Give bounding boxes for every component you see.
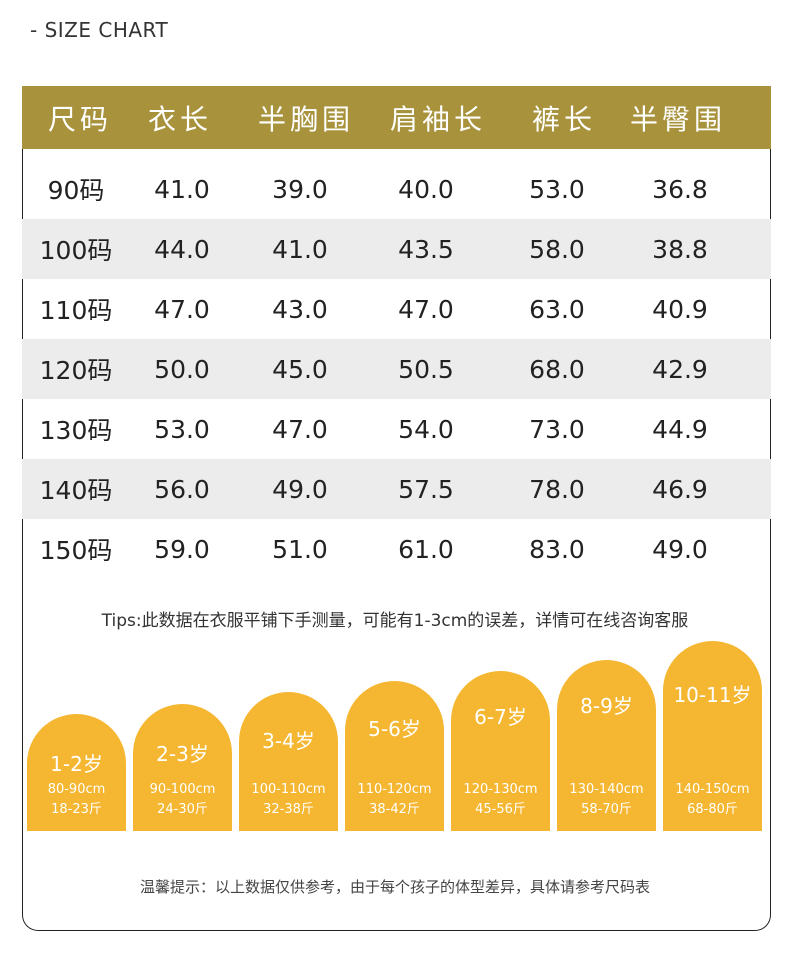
height-range: 120-130cm <box>463 782 538 797</box>
age-tile: 2-3岁 90-100cm 24-30斤 <box>133 704 232 831</box>
header-length: 衣长 <box>147 102 213 136</box>
cell-pants-length: 83.0 <box>529 534 585 564</box>
cell-pants-length: 53.0 <box>529 174 585 204</box>
table-row: 150码 59.0 51.0 61.0 83.0 49.0 <box>22 519 771 579</box>
weight-range: 68-80斤 <box>687 802 738 817</box>
cell-half-chest: 39.0 <box>272 174 328 204</box>
cell-length: 44.0 <box>154 234 210 264</box>
cell-half-chest: 41.0 <box>272 234 328 264</box>
header-pants-length: 裤长 <box>531 102 597 136</box>
age-label: 10-11岁 <box>673 683 752 707</box>
weight-range: 18-23斤 <box>51 802 102 817</box>
reference-note: 温馨提示：以上数据仅供参考，由于每个孩子的体型差异，具体请参考尺码表 <box>139 878 650 896</box>
height-range: 100-110cm <box>251 782 326 797</box>
table-body: 90码 41.0 39.0 40.0 53.0 36.8 100码 44.0 4… <box>22 159 771 579</box>
cell-size: 100码 <box>39 236 113 265</box>
table-row: 90码 41.0 39.0 40.0 53.0 36.8 <box>22 159 771 219</box>
cell-length: 56.0 <box>154 474 210 504</box>
page-title: - SIZE CHART <box>30 18 169 42</box>
cell-length: 59.0 <box>154 534 210 564</box>
cell-shoulder-sleeve: 43.5 <box>398 234 454 264</box>
cell-half-hip: 36.8 <box>652 174 708 204</box>
header-shoulder-sleeve: 肩袖长 <box>389 102 487 136</box>
cell-shoulder-sleeve: 50.5 <box>398 354 454 384</box>
age-label: 8-9岁 <box>580 694 633 718</box>
cell-pants-length: 68.0 <box>529 354 585 384</box>
cell-length: 41.0 <box>154 174 210 204</box>
weight-range: 38-42斤 <box>369 802 420 817</box>
table-header: 尺码 衣长 半胸围 肩袖长 裤长 半臀围 <box>22 86 771 149</box>
cell-pants-length: 58.0 <box>529 234 585 264</box>
header-half-chest: 半胸围 <box>257 102 355 136</box>
cell-shoulder-sleeve: 57.5 <box>398 474 454 504</box>
age-label: 2-3岁 <box>156 742 209 766</box>
age-tile: 8-9岁 130-140cm 58-70斤 <box>557 660 656 831</box>
age-tile: 6-7岁 120-130cm 45-56斤 <box>451 671 550 831</box>
table-row: 120码 50.0 45.0 50.5 68.0 42.9 <box>22 339 771 399</box>
cell-shoulder-sleeve: 40.0 <box>398 174 454 204</box>
cell-half-chest: 49.0 <box>272 474 328 504</box>
age-label: 6-7岁 <box>474 705 527 729</box>
height-range: 140-150cm <box>675 782 750 797</box>
cell-length: 50.0 <box>154 354 210 384</box>
cell-half-hip: 44.9 <box>652 414 708 444</box>
weight-range: 24-30斤 <box>157 802 208 817</box>
cell-size: 110码 <box>39 296 113 325</box>
height-range: 110-120cm <box>357 782 432 797</box>
cell-shoulder-sleeve: 61.0 <box>398 534 454 564</box>
cell-size: 140码 <box>39 476 113 505</box>
cell-half-hip: 46.9 <box>652 474 708 504</box>
age-tile: 5-6岁 110-120cm 38-42斤 <box>345 681 444 831</box>
age-label: 1-2岁 <box>50 752 103 776</box>
table-row: 140码 56.0 49.0 57.5 78.0 46.9 <box>22 459 771 519</box>
age-tile: 3-4岁 100-110cm 32-38斤 <box>239 692 338 831</box>
header-size: 尺码 <box>47 102 113 136</box>
cell-length: 47.0 <box>154 294 210 324</box>
cell-half-chest: 51.0 <box>272 534 328 564</box>
weight-range: 45-56斤 <box>475 802 526 817</box>
cell-half-hip: 42.9 <box>652 354 708 384</box>
table-row: 110码 47.0 43.0 47.0 63.0 40.9 <box>22 279 771 339</box>
age-tile: 10-11岁 140-150cm 68-80斤 <box>663 641 762 831</box>
age-label: 3-4岁 <box>262 729 315 753</box>
table-row: 130码 53.0 47.0 54.0 73.0 44.9 <box>22 399 771 459</box>
cell-shoulder-sleeve: 54.0 <box>398 414 454 444</box>
cell-pants-length: 73.0 <box>529 414 585 444</box>
measurement-tips: Tips:此数据在衣服平铺下手测量，可能有1-3cm的误差，详情可在线咨询客服 <box>101 611 689 631</box>
cell-half-chest: 47.0 <box>272 414 328 444</box>
cell-size: 90码 <box>47 176 105 205</box>
cell-size: 150码 <box>39 536 113 565</box>
cell-half-hip: 38.8 <box>652 234 708 264</box>
weight-range: 58-70斤 <box>581 802 632 817</box>
cell-length: 53.0 <box>154 414 210 444</box>
cell-half-chest: 45.0 <box>272 354 328 384</box>
cell-size: 130码 <box>39 416 113 445</box>
cell-half-hip: 49.0 <box>652 534 708 564</box>
cell-shoulder-sleeve: 47.0 <box>398 294 454 324</box>
cell-size: 120码 <box>39 356 113 385</box>
cell-half-chest: 43.0 <box>272 294 328 324</box>
table-row: 100码 44.0 41.0 43.5 58.0 38.8 <box>22 219 771 279</box>
age-tile: 1-2岁 80-90cm 18-23斤 <box>27 714 126 831</box>
age-label: 5-6岁 <box>368 717 421 741</box>
height-range: 90-100cm <box>149 782 216 797</box>
cell-pants-length: 63.0 <box>529 294 585 324</box>
cell-half-hip: 40.9 <box>652 294 708 324</box>
cell-pants-length: 78.0 <box>529 474 585 504</box>
height-range: 80-90cm <box>47 782 106 797</box>
weight-range: 32-38斤 <box>263 802 314 817</box>
header-half-hip: 半臀围 <box>629 102 727 136</box>
height-range: 130-140cm <box>569 782 644 797</box>
